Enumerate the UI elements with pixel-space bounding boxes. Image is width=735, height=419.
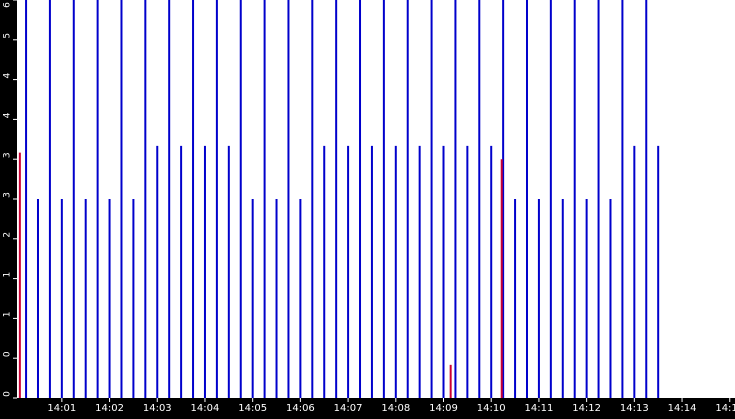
- y-tick-label: 1: [3, 312, 13, 318]
- x-tick-label: 14:01: [47, 403, 76, 414]
- y-tick-label: 5: [3, 33, 13, 39]
- x-tick-label: 14:05: [238, 403, 267, 414]
- y-tick-label: 6: [3, 2, 13, 8]
- x-tick-label: 14:03: [143, 403, 172, 414]
- x-tick-label: 14:07: [334, 403, 363, 414]
- plot-area: [17, 0, 735, 398]
- x-tick-label: 14:02: [95, 403, 124, 414]
- y-tick-label: 3: [3, 152, 13, 158]
- x-tick-label: 14:13: [620, 403, 649, 414]
- x-tick-label: 14:15: [715, 403, 735, 414]
- x-tick-label: 14:06: [286, 403, 315, 414]
- x-tick-label: 14:08: [381, 403, 410, 414]
- x-tick-label: 14:14: [668, 403, 697, 414]
- x-tick-label: 14:11: [525, 403, 554, 414]
- y-tick-label: 4: [3, 72, 13, 78]
- x-tick-label: 14:09: [429, 403, 458, 414]
- x-tick-label: 14:10: [477, 403, 506, 414]
- y-tick-label: 4: [3, 112, 13, 118]
- y-tick-label: 3: [3, 192, 13, 198]
- y-tick-label: 2: [3, 232, 13, 238]
- x-tick-label: 14:12: [572, 403, 601, 414]
- y-tick-label: 1: [3, 272, 13, 278]
- y-tick-label: 0: [3, 391, 13, 397]
- y-tick-label: 0: [3, 351, 13, 357]
- x-tick-label: 14:04: [191, 403, 220, 414]
